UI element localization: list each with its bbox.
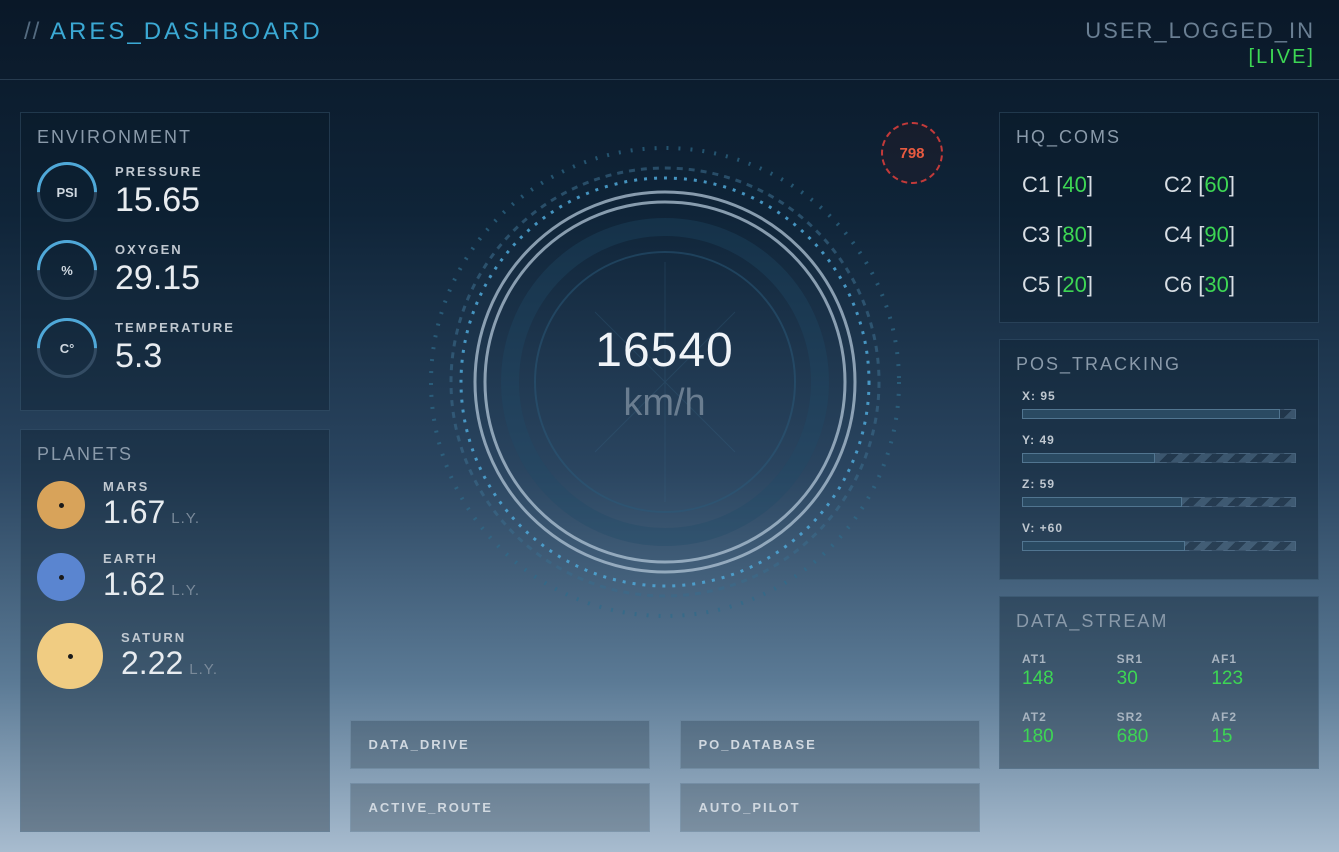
speed-gauge: 16540 km/h [395,112,935,652]
auto-pilot-button[interactable]: AUTO_PILOT [680,783,980,832]
planets-panel: PLANETS MARS1.67L.Y.EARTH1.62L.Y.SATURN2… [20,429,330,832]
data-stream-value: 123 [1211,668,1296,690]
data-stream-title: DATA_STREAM [1016,611,1302,632]
planet-unit: L.Y. [189,661,218,678]
pos-tracking-panel: POS_TRACKING X: 95 Y: 49 Z: 59 V: +60 [999,339,1319,580]
pos-tracking-row: V: +60 [1016,521,1302,551]
hq-com-item: C2 [60] [1164,172,1296,198]
planet-icon [37,623,103,689]
po-database-button[interactable]: PO_DATABASE [680,720,980,769]
speed-value: 16540 [595,323,733,378]
planet-row: EARTH1.62 L.Y. [37,551,313,603]
planet-icon [37,553,85,601]
data-stream-item: AF1123 [1211,652,1296,690]
env-label: OXYGEN [115,242,313,257]
data-drive-button[interactable]: DATA_DRIVE [350,720,650,769]
user-status-block: USER_LOGGED_IN [LIVE] [1085,18,1315,69]
environment-panel: ENVIRONMENT PSI PRESSURE 15.65% OXYGEN 29.15… [20,112,330,411]
action-button-grid: DATA_DRIVE PO_DATABASE ACTIVE_ROUTE AUTO_PI… [350,720,980,832]
environment-row: PSI PRESSURE 15.65 [37,162,313,222]
data-stream-item: SR2680 [1117,710,1202,748]
planet-unit: L.Y. [171,582,200,599]
pos-tracking-bar [1022,453,1296,463]
speed-unit: km/h [595,382,733,425]
data-stream-label: AT2 [1022,710,1107,724]
data-stream-label: SR1 [1117,652,1202,666]
hq-com-value: 60 [1204,172,1228,197]
planet-label: SATURN [121,630,313,645]
hq-com-item: C4 [90] [1164,222,1296,248]
pos-tracking-bar [1022,541,1296,551]
pos-tracking-row: X: 95 [1016,389,1302,419]
title-main: ARES_DASHBOARD [50,18,323,45]
hq-com-item: C5 [20] [1022,272,1154,298]
dashboard-title: // ARES_DASHBOARD [24,18,323,46]
user-logged-in-label: USER_LOGGED_IN [1085,18,1315,44]
hq-com-value: 20 [1062,272,1086,297]
env-unit-circle: C° [37,318,97,378]
hq-com-value: 30 [1204,272,1228,297]
pos-tracking-label: X: 95 [1022,389,1296,403]
data-stream-item: AF215 [1211,710,1296,748]
center-gauge-area: 798 [346,112,983,832]
hq-coms-panel: HQ_COMS C1 [40] C2 [60] C3 [80] C4 [90] C5 [… [999,112,1319,323]
pos-tracking-bar [1022,497,1296,507]
env-value: 29.15 [115,259,313,298]
hq-com-value: 80 [1062,222,1086,247]
env-unit-circle: % [37,240,97,300]
data-stream-label: SR2 [1117,710,1202,724]
pos-tracking-bar [1022,409,1296,419]
env-label: TEMPERATURE [115,320,313,335]
hq-com-item: C6 [30] [1164,272,1296,298]
env-value: 15.65 [115,181,313,220]
planets-title: PLANETS [37,444,313,465]
hq-com-value: 90 [1204,222,1228,247]
data-stream-value: 180 [1022,726,1107,748]
planet-icon [37,481,85,529]
data-stream-item: SR130 [1117,652,1202,690]
data-stream-label: AT1 [1022,652,1107,666]
planet-value: 1.67 [103,494,165,531]
pos-tracking-label: Z: 59 [1022,477,1296,491]
planet-value: 1.62 [103,566,165,603]
pos-tracking-title: POS_TRACKING [1016,354,1302,375]
env-value: 5.3 [115,337,313,376]
data-stream-label: AF2 [1211,710,1296,724]
data-stream-item: AT2180 [1022,710,1107,748]
data-stream-value: 680 [1117,726,1202,748]
active-route-button[interactable]: ACTIVE_ROUTE [350,783,650,832]
env-label: PRESSURE [115,164,313,179]
planet-label: EARTH [103,551,313,566]
data-stream-value: 148 [1022,668,1107,690]
environment-row: C° TEMPERATURE 5.3 [37,318,313,378]
hq-com-item: C3 [80] [1022,222,1154,248]
planet-row: MARS1.67 L.Y. [37,479,313,531]
planet-unit: L.Y. [171,510,200,527]
hq-coms-title: HQ_COMS [1016,127,1302,148]
pos-tracking-row: Y: 49 [1016,433,1302,463]
hq-com-item: C1 [40] [1022,172,1154,198]
environment-title: ENVIRONMENT [37,127,313,148]
pos-tracking-row: Z: 59 [1016,477,1302,507]
live-status-label: [LIVE] [1085,46,1315,69]
environment-row: % OXYGEN 29.15 [37,240,313,300]
data-stream-label: AF1 [1211,652,1296,666]
data-stream-panel: DATA_STREAM AT1148SR130AF1123AT2180SR268… [999,596,1319,769]
hq-com-value: 40 [1062,172,1086,197]
env-unit-circle: PSI [37,162,97,222]
pos-tracking-label: Y: 49 [1022,433,1296,447]
planet-value: 2.22 [121,645,183,682]
planet-row: SATURN2.22 L.Y. [37,623,313,689]
data-stream-value: 15 [1211,726,1296,748]
title-prefix: // [24,18,50,45]
data-stream-value: 30 [1117,668,1202,690]
data-stream-item: AT1148 [1022,652,1107,690]
pos-tracking-label: V: +60 [1022,521,1296,535]
planet-label: MARS [103,479,313,494]
top-bar: // ARES_DASHBOARD USER_LOGGED_IN [LIVE] [0,0,1339,80]
